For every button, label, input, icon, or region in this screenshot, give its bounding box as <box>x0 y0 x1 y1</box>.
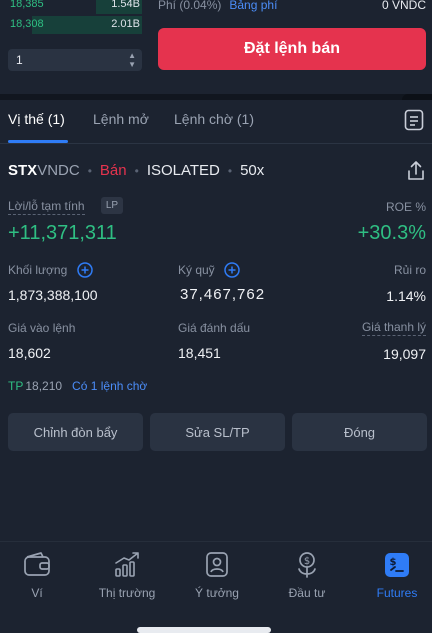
margin-label: Ký quỹ <box>178 263 215 277</box>
svg-text:$: $ <box>390 557 397 568</box>
depth-select-value: 1 <box>16 53 23 67</box>
fee-label: Phí (0.04%) <box>158 0 222 12</box>
section-divider <box>0 94 432 100</box>
place-sell-order-button[interactable]: Đặt lệnh bán <box>158 28 426 70</box>
entry-price-value: 18,602 <box>8 345 51 361</box>
risk-label: Rủi ro <box>393 263 426 277</box>
nav-item-futures[interactable]: $ Futures <box>354 550 432 600</box>
nav-item-invest[interactable]: $ Đầu tư <box>264 550 350 600</box>
mark-price-value: 18,451 <box>178 345 221 361</box>
position-side: Bán <box>99 162 127 179</box>
margin-value: 37,467,762 <box>180 286 266 303</box>
depth-select[interactable]: 1 ▲ ▼ <box>8 49 142 71</box>
order-section: 18,385 1.54B 18,308 2.01B 1 ▲ ▼ Phí (0.04… <box>0 0 432 94</box>
tp-label: TP <box>8 379 24 393</box>
orderbook-depth-bar <box>96 0 142 14</box>
nav-item-ideas[interactable]: Ý tưởng <box>174 550 260 600</box>
volume-value: 1,873,388,100 <box>8 287 98 303</box>
home-indicator <box>137 627 271 633</box>
tp-value: 18,210 <box>25 379 63 393</box>
add-volume-icon[interactable] <box>77 262 93 278</box>
tab-pending-orders[interactable]: Lệnh chờ (1) <box>174 111 255 127</box>
nav-label: Futures <box>376 586 418 600</box>
separator-dot: • <box>227 163 233 178</box>
fee-schedule-link[interactable]: Bảng phí <box>229 0 278 12</box>
liquidation-price-value: 19,097 <box>383 346 426 362</box>
orderbook-price: 18,308 <box>10 18 44 30</box>
nav-item-wallet[interactable]: Ví <box>0 550 80 600</box>
add-margin-icon[interactable] <box>224 262 240 278</box>
roe-label: ROE % <box>385 200 426 214</box>
tab-positions[interactable]: Vị thế (1) <box>8 111 65 127</box>
pnl-label[interactable]: Lời/lỗ tạm tính <box>8 199 85 215</box>
fee-row: Phí (0.04%) Bảng phí <box>158 0 277 12</box>
tab-open-orders[interactable]: Lệnh mở <box>93 111 149 127</box>
wallet-icon <box>24 552 50 576</box>
share-icon[interactable] <box>406 160 426 182</box>
orderbook-depth-bar <box>32 16 142 34</box>
nav-label: Ý tưởng <box>195 586 239 600</box>
lp-badge[interactable]: LP <box>101 197 123 214</box>
orderbook-quantity: 2.01B <box>111 18 140 30</box>
pending-orders-link[interactable]: Có 1 lệnh chờ <box>72 379 148 393</box>
symbol-base[interactable]: STX <box>8 162 38 179</box>
nav-item-market[interactable]: Thị trường <box>84 550 170 600</box>
order-history-icon[interactable] <box>404 109 424 131</box>
leverage: 50x <box>240 162 265 179</box>
nav-label: Đầu tư <box>288 586 326 600</box>
sort-chevron-icon: ▲ ▼ <box>128 51 136 69</box>
nav-label: Thị trường <box>98 586 156 600</box>
separator-dot: • <box>134 163 139 178</box>
fee-value: 0 VNDC <box>381 0 426 12</box>
margin-mode: ISOLATED <box>146 162 220 179</box>
orderbook-row[interactable]: 18,385 1.54B <box>8 0 142 14</box>
market-chart-icon <box>115 552 139 577</box>
risk-value: 1.14% <box>386 288 426 304</box>
roe-value: +30.3% <box>357 222 426 244</box>
svg-text:$: $ <box>304 556 310 567</box>
invest-icon: $ <box>298 552 316 578</box>
nav-label: Ví <box>31 586 43 600</box>
futures-icon: $ <box>385 553 409 577</box>
take-profit-line: TP 18,210 Có 1 lệnh chờ <box>8 379 147 393</box>
position-header: STX VNDC • Bán • ISOLATED • 50x <box>8 162 264 179</box>
orderbook-price: 18,385 <box>10 0 44 10</box>
active-tab-indicator <box>8 140 68 143</box>
entry-price-label: Giá vào lệnh <box>8 321 76 335</box>
order-tabs: Vị thế (1) Lệnh mở Lệnh chờ (1) <box>0 100 432 144</box>
symbol-quote[interactable]: VNDC <box>37 162 80 179</box>
ideas-icon <box>206 552 228 577</box>
orderbook-row[interactable]: 18,308 2.01B <box>8 16 142 34</box>
separator-dot: • <box>87 163 92 178</box>
liquidation-price-label[interactable]: Giá thanh lý <box>361 320 426 336</box>
mark-price-label: Giá đánh dấu <box>178 321 251 335</box>
volume-label: Khối lượng <box>8 263 68 277</box>
close-position-button[interactable]: Đóng <box>292 413 427 451</box>
orderbook-quantity: 1.54B <box>111 0 140 10</box>
bottom-nav: Ví Thị trường Ý tưởng $ <box>0 541 432 633</box>
edit-sltp-button[interactable]: Sửa SL/TP <box>150 413 285 451</box>
pnl-value: +11,371,311 <box>8 222 117 244</box>
adjust-leverage-button[interactable]: Chỉnh đòn bẩy <box>8 413 143 451</box>
